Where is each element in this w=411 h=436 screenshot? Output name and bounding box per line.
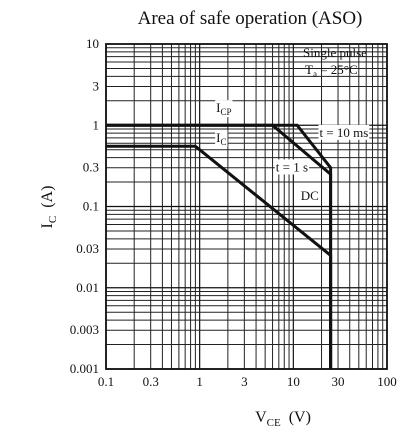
- y-tick-label: 0.03: [76, 241, 99, 256]
- x-tick-label: 1: [196, 374, 203, 389]
- series-line-3: [106, 146, 331, 369]
- y-tick-labels: 0.001 0.003 0.01 0.03 0.1 0.3 1 3 10: [70, 36, 99, 376]
- x-tick-label: 100: [377, 374, 397, 389]
- note-line-1: Single pulse: [303, 45, 367, 60]
- curve-label-text: t = 1 s: [276, 159, 308, 174]
- x-axis-subscript: CE: [267, 417, 281, 429]
- y-tick-label: 0.1: [83, 199, 99, 214]
- x-tick-label: 30: [332, 374, 345, 389]
- x-axis-title: VCE (V): [255, 409, 311, 429]
- y-tick-label: 0.01: [76, 280, 99, 295]
- note-line-2: Ta = 25°C: [305, 62, 358, 79]
- note-temperature: = 25°C: [317, 62, 358, 77]
- y-axis-unit: (A): [39, 186, 56, 208]
- curve-label-2: IC: [215, 130, 227, 147]
- note-t-symbol: T: [305, 62, 313, 77]
- y-tick-label: 10: [86, 36, 99, 51]
- y-axis-title: IC(A): [39, 186, 59, 229]
- conditions-note: Single pulse Ta = 25°C: [303, 45, 367, 79]
- y-tick-label: 3: [93, 78, 100, 93]
- curve-label-4: t = 1 s: [275, 159, 309, 174]
- y-axis-subscript: C: [47, 216, 59, 223]
- y-tick-label: 0.001: [70, 361, 99, 376]
- x-tick-label: 3: [241, 374, 248, 389]
- curve-label-subscript: CP: [221, 107, 232, 117]
- chart-title: Area of safe operation (ASO): [138, 8, 363, 29]
- y-tick-label: 1: [93, 117, 100, 132]
- curve-label-subscript: C: [221, 137, 227, 147]
- curve-label-3: t = 10 ms: [318, 125, 369, 140]
- curve-label-text: t = 10 ms: [319, 125, 368, 140]
- x-tick-labels: 0.1 0.3 1 3 10 30 100: [98, 374, 397, 389]
- x-axis-unit: (V): [289, 409, 311, 426]
- curve-label-text: DC: [301, 188, 319, 203]
- curve-labels: ICP IC t = 10 ms t = 1 s DC: [215, 100, 369, 203]
- y-tick-label: 0.3: [83, 160, 99, 175]
- x-tick-label: 10: [287, 374, 300, 389]
- x-axis-symbol: V: [255, 409, 267, 426]
- x-tick-label: 0.3: [143, 374, 159, 389]
- grid: [106, 44, 387, 369]
- y-tick-label: 0.003: [70, 322, 99, 337]
- x-tick-label: 0.1: [98, 374, 114, 389]
- curve-label-5: DC: [300, 188, 320, 203]
- curve-label-1: ICP: [215, 100, 232, 117]
